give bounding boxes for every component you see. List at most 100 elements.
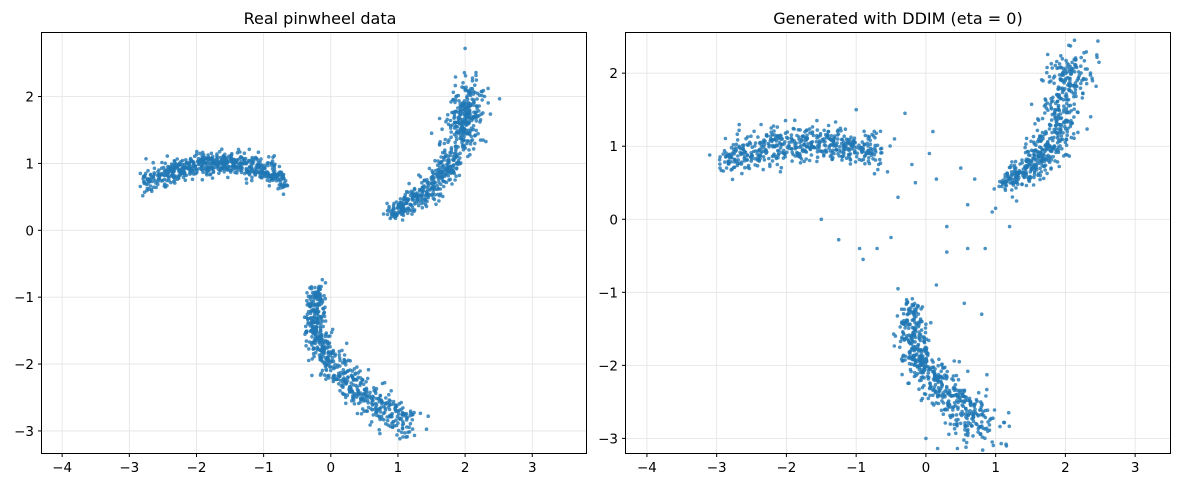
scatter-point: [1037, 145, 1042, 149]
scatter-point: [840, 154, 844, 159]
scatter-point: [370, 408, 375, 412]
scatter-point: [922, 347, 927, 351]
scatter-point: [946, 404, 951, 409]
scatter-point: [453, 75, 458, 79]
scatter-point: [141, 193, 145, 198]
scatter-point: [1054, 101, 1058, 106]
scatter-point: [442, 141, 447, 146]
scatter-point: [330, 327, 335, 332]
scatter-point: [435, 163, 440, 167]
scatter-point: [344, 382, 348, 386]
scatter-point: [905, 318, 909, 323]
scatter-point: [1068, 72, 1073, 76]
scatter-point: [800, 134, 805, 138]
scatter-point: [463, 46, 467, 51]
scatter-point: [1006, 174, 1010, 179]
scatter-point: [398, 436, 402, 441]
scatter-point: [1033, 158, 1037, 162]
scatter-point: [325, 341, 330, 346]
scatter-point: [255, 164, 260, 168]
scatter-point: [138, 184, 143, 189]
scatter-point: [272, 176, 277, 181]
scatter-point: [728, 155, 733, 159]
scatter-point: [955, 388, 959, 393]
scatter-point: [964, 445, 968, 450]
scatter-point: [1065, 110, 1070, 115]
scatter-point: [385, 212, 390, 217]
scatter-point: [1052, 81, 1056, 86]
scatter-point: [1038, 158, 1042, 162]
scatter-point: [379, 399, 384, 403]
scatter-point: [169, 180, 173, 185]
scatter-point: [936, 363, 940, 368]
scatter-point: [717, 158, 722, 162]
scatter-point: [263, 174, 267, 179]
scatter-point: [449, 130, 454, 134]
scatter-point: [434, 202, 438, 207]
scatter-point: [840, 137, 844, 142]
scatter-point: [1005, 171, 1009, 175]
x-tick-label: −3: [707, 460, 727, 476]
scatter-point: [225, 168, 230, 172]
scatter-point: [924, 322, 928, 327]
scatter-point: [864, 151, 869, 156]
scatter-point: [907, 381, 911, 386]
x-tick-label: 0: [326, 460, 335, 476]
scatter-point: [904, 323, 908, 328]
scatter-point: [1072, 102, 1076, 106]
scatter-point: [1045, 70, 1049, 75]
scatter-point: [177, 169, 181, 174]
scatter-point: [1051, 95, 1055, 100]
scatter-point: [791, 152, 795, 157]
scatter-point: [980, 403, 984, 407]
scatter-point: [220, 147, 224, 151]
scatter-point: [741, 143, 746, 147]
scatter-point: [476, 131, 480, 136]
scatter-point: [366, 367, 371, 372]
scatter-point: [976, 390, 981, 395]
scatter-point: [1076, 77, 1081, 81]
scatter-point: [896, 195, 900, 200]
scatter-point: [366, 401, 371, 405]
scatter-point: [767, 156, 771, 161]
scatter-point: [240, 168, 244, 172]
scatter-point: [404, 189, 409, 194]
scatter-point: [404, 413, 408, 417]
scatter-point: [960, 392, 965, 397]
scatter-point: [842, 134, 846, 138]
scatter-point: [1066, 126, 1070, 131]
scatter-point: [333, 352, 338, 357]
scatter-point: [456, 106, 460, 110]
scatter-point: [198, 151, 202, 156]
scatter-point: [330, 365, 335, 369]
scatter-point: [436, 192, 440, 197]
scatter-point: [801, 149, 805, 154]
scatter-point: [266, 163, 270, 168]
scatter-point: [400, 423, 405, 427]
scatter-point: [976, 413, 980, 417]
scatter-point: [1024, 159, 1028, 163]
scatter-point: [913, 180, 918, 185]
scatter-point: [878, 129, 883, 134]
scatter-point: [321, 324, 326, 329]
scatter-point: [165, 154, 170, 158]
scatter-point: [878, 147, 883, 151]
scatter-point: [925, 350, 929, 355]
scatter-point: [827, 144, 832, 148]
scatter-point: [815, 144, 820, 148]
scatter-point: [939, 408, 944, 413]
y-tick-label: −2: [598, 358, 618, 374]
scatter-point: [317, 338, 321, 342]
scatter-point: [1040, 116, 1045, 121]
scatter-point: [737, 145, 741, 150]
scatter-point: [461, 107, 465, 112]
scatter-point: [448, 168, 453, 173]
scatter-point: [1037, 161, 1042, 165]
scatter-point: [384, 396, 388, 400]
scatter-point: [1066, 63, 1071, 67]
scatter-point: [871, 134, 876, 138]
scatter-point: [836, 132, 841, 136]
scatter-point: [783, 154, 787, 159]
scatter-point: [964, 412, 968, 416]
scatter-point: [385, 418, 390, 423]
